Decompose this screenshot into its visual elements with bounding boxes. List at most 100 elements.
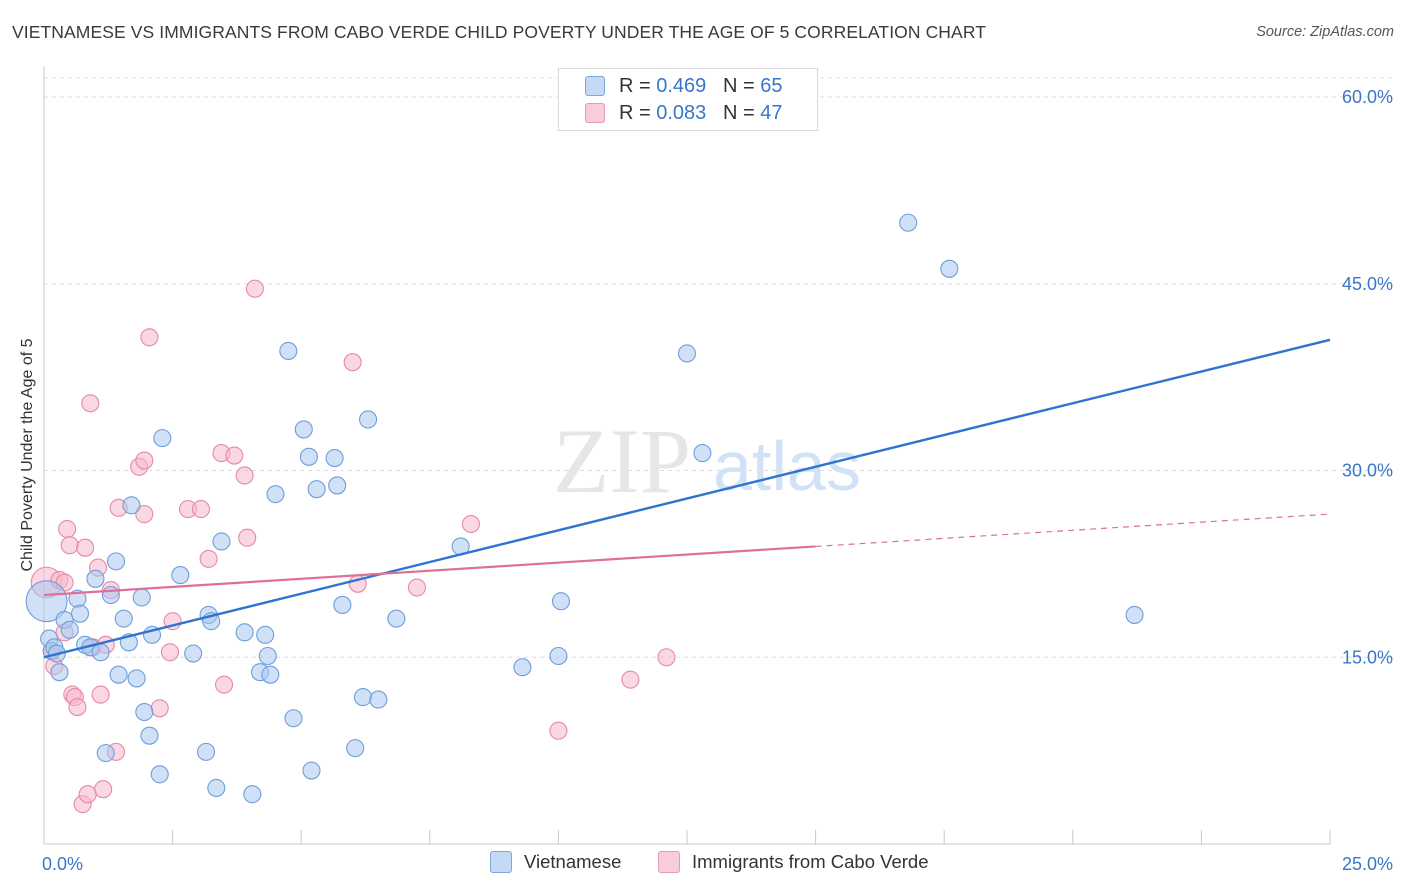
vietnamese-point [101,585,120,605]
vietnamese-trend-line [43,338,1331,659]
trend-lines [43,338,1331,659]
cabo-verde-point [78,785,97,804]
stats-row-vietnamese: R = 0.469 N = 65 [585,73,782,99]
cabo-verde-point [657,648,676,667]
stats-swatch-cabo-verde [585,103,605,123]
vietnamese-point [302,761,321,780]
stats-swatch-vietnamese [585,76,605,96]
vietnamese-point [266,485,285,504]
legend-label-cabo-verde: Immigrants from Cabo Verde [692,851,929,872]
vietnamese-point [70,604,90,623]
vietnamese-point [184,644,203,663]
vietnamese-point [551,592,571,611]
vietnamese-point [122,496,141,515]
vietnamese-point [328,476,347,495]
vietnamese-point [106,552,126,571]
vietnamese-point [899,213,918,232]
vietnamese-point [25,580,68,623]
stats-box: R = 0.469 N = 65 R = 0.083 N = 47 [558,68,818,131]
source-label: Source: ZipAtlas.com [1256,24,1394,40]
cabo-verde-point [60,536,79,555]
stats-row-cabo-verde: R = 0.083 N = 47 [585,100,782,126]
cabo-verde-point [135,451,154,470]
stats-r-label: R = [619,74,657,97]
vietnamese-point [940,259,959,278]
vietnamese-point [109,665,128,684]
vietnamese-point [171,566,190,585]
vietnamese-point [212,532,231,551]
series-cabo-verde-points [30,279,676,814]
cabo-verde-point [91,685,110,704]
legend-swatch-cabo-verde [658,851,680,873]
watermark: ZIP atlas [553,410,861,512]
vietnamese-point [127,669,146,688]
y-tick-label: 15.0% [1342,647,1393,667]
cabo-verde-point [58,519,77,539]
chart-title: VIETNAMESE VS IMMIGRANTS FROM CABO VERDE… [12,22,987,42]
vietnamese-point [140,726,159,745]
cabo-verde-point [225,446,244,465]
y-tick-label: 45.0% [1342,274,1393,294]
cabo-verde-point [150,699,169,718]
vietnamese-point [359,410,378,429]
watermark-atlas: atlas [713,427,861,505]
cabo-verde-trend-line [43,545,816,597]
vietnamese-point [86,569,105,588]
stats-n-value: 47 [760,101,783,124]
x-tick-label: 25.0% [1342,854,1393,874]
vietnamese-point [114,609,133,628]
vietnamese-point [387,609,406,628]
stats-r-value: 0.469 [656,74,707,97]
vietnamese-point [279,341,298,361]
vietnamese-point [50,663,69,682]
legend-item-cabo-verde[interactable]: Immigrants from Cabo Verde [658,851,928,873]
stats-n-label: N = [722,101,761,124]
cabo-verde-point [549,721,568,740]
vietnamese-point [513,658,532,677]
vietnamese-point [91,643,110,662]
cabo-verde-point [214,675,234,694]
vietnamese-point [325,448,344,468]
vietnamese-point [132,588,151,607]
cabo-verde-point [191,500,210,519]
stats-n-value: 65 [760,74,783,97]
vietnamese-point [353,688,372,707]
vietnamese-point [96,744,115,763]
cabo-verde-point [238,528,257,547]
vietnamese-point [307,480,326,499]
vietnamese-point [677,344,697,363]
vietnamese-point [150,765,169,784]
vietnamese-point [258,646,277,666]
stats-n-label: N = [722,74,761,97]
cabo-verde-point [68,697,87,717]
legend-item-vietnamese[interactable]: Vietnamese [490,851,621,873]
stats-r-label: R = [619,101,657,124]
vietnamese-point [153,429,172,448]
vietnamese-point [261,665,280,684]
cabo-verde-point [160,643,180,662]
cabo-verde-point [621,670,640,689]
vietnamese-point [693,444,712,463]
cabo-verde-point [245,279,264,298]
vietnamese-point [549,646,568,666]
vietnamese-point [196,742,216,761]
cabo-verde-point [76,538,95,557]
cabo-verde-point [135,505,154,524]
vietnamese-point [346,739,365,758]
cabo-verde-point [140,328,159,347]
stats-r-value: 0.083 [656,101,707,124]
cabo-verde-point [461,514,481,534]
cabo-verde-point [235,466,254,485]
vietnamese-point [369,690,388,709]
vietnamese-point [60,620,79,639]
cabo-verde-point [407,578,426,597]
vietnamese-point [235,623,254,642]
vietnamese-point [256,625,275,644]
vietnamese-point [299,447,318,466]
legend-label-vietnamese: Vietnamese [524,851,622,872]
cabo-verde-point [343,353,362,372]
cabo-verde-point [81,394,100,413]
x-tick-label: 0.0% [42,854,83,874]
legend: Vietnamese Immigrants from Cabo Verde [0,851,1406,877]
